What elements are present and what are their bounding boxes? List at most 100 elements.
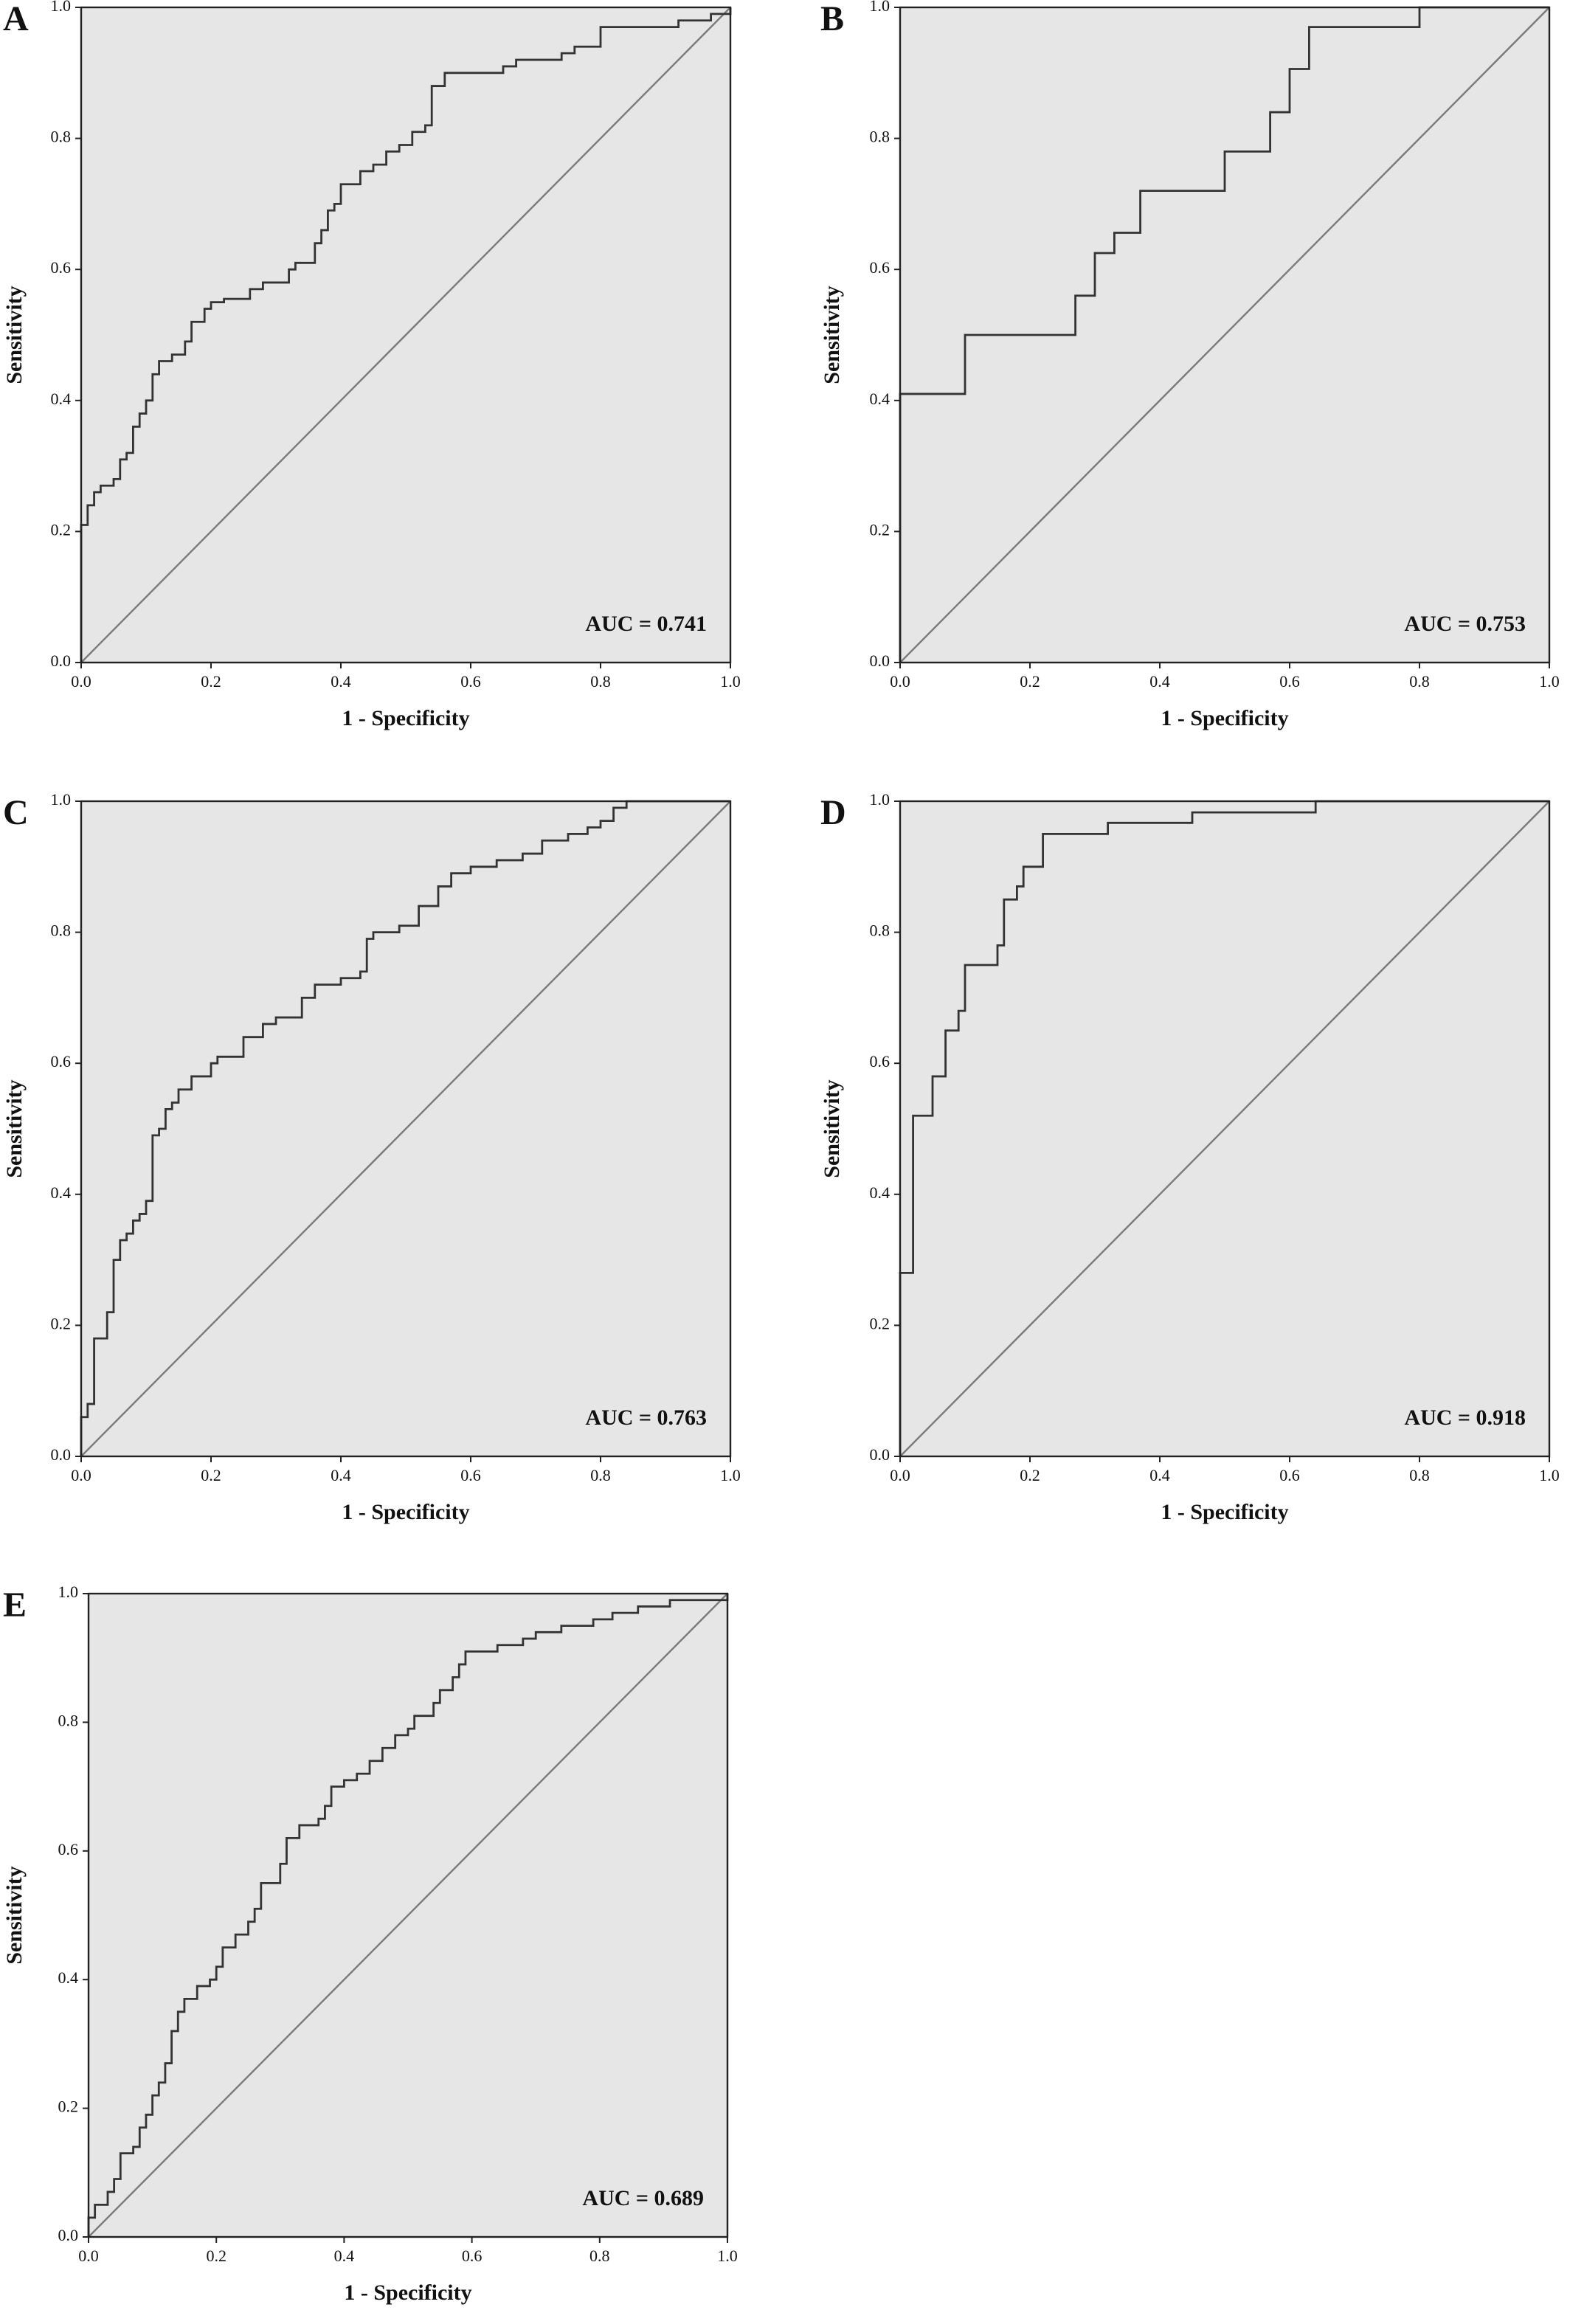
roc-panel: 0.0 0.2 0.4 0.6 0.8 1.0 0.0 0.2 0.4 0.6 0.8 1.0 1 - … — [820, 790, 1560, 1524]
roc-panel: 0.0 0.2 0.4 0.6 0.8 1.0 0.0 0.2 0.4 0.6 0.8 1.0 1 - … — [820, 0, 1560, 730]
plot-frame — [80, 800, 732, 1458]
auc-annotation: AUC = 0.753 — [1404, 612, 1526, 636]
x-tick-label: 0.8 — [1409, 1466, 1430, 1484]
y-axis-label: Sensitivity — [820, 286, 844, 384]
y-tick-label: 0.6 — [51, 258, 72, 277]
x-tick-label: 1.0 — [717, 2247, 738, 2265]
y-axis-label: Sensitivity — [2, 286, 27, 384]
plot-frame — [899, 6, 1551, 664]
y-tick-label: 1.0 — [870, 0, 891, 15]
x-axis-label: 1 - Specificity — [344, 2280, 471, 2305]
x-tick-label: 0.8 — [590, 672, 611, 691]
x-tick-label: 0.0 — [71, 672, 91, 691]
roc-curve — [80, 7, 732, 663]
y-tick-label: 0.2 — [51, 1314, 72, 1332]
x-tick-label: 1.0 — [1539, 1466, 1560, 1484]
y-tick-label: 0.6 — [870, 258, 891, 277]
auc-annotation: AUC = 0.763 — [585, 1405, 707, 1430]
y-tick-label: 0.2 — [870, 1314, 891, 1332]
panel-label: C — [3, 793, 29, 832]
x-tick-label: 0.6 — [462, 2247, 483, 2265]
x-tick-label: 0.8 — [590, 1466, 611, 1484]
y-tick-label: 0.0 — [870, 651, 891, 670]
panel-label: D — [820, 793, 846, 832]
x-tick-label: 0.2 — [206, 2247, 226, 2265]
x-axis-label: 1 - Specificity — [342, 1500, 469, 1524]
x-tick-label: 0.4 — [1149, 1466, 1170, 1484]
x-tick-label: 0.2 — [201, 672, 221, 691]
plot-frame — [899, 800, 1551, 1458]
x-tick-label: 1.0 — [720, 1466, 741, 1484]
plot-frame — [80, 6, 732, 664]
panel-label: A — [3, 0, 29, 38]
y-tick-label: 0.2 — [58, 2098, 79, 2116]
y-tick-label: 0.4 — [58, 1968, 79, 1987]
y-tick-label: 0.8 — [870, 921, 891, 940]
y-tick-label: 0.4 — [51, 1183, 72, 1202]
x-tick-label: 1.0 — [720, 672, 741, 691]
y-tick-label: 0.8 — [51, 921, 72, 940]
x-tick-label: 0.8 — [1409, 672, 1430, 691]
y-tick-label: 0.8 — [870, 128, 891, 146]
x-tick-label: 0.2 — [201, 1466, 221, 1484]
roc-panel: 0.0 0.2 0.4 0.6 0.8 1.0 0.0 0.2 0.4 0.6 0.8 1.0 1 - … — [2, 790, 741, 1524]
y-tick-label: 0.8 — [51, 128, 72, 146]
y-tick-label: 0.0 — [58, 2226, 79, 2244]
x-tick-label: 0.4 — [1149, 672, 1170, 691]
reference-diagonal — [899, 800, 1550, 1457]
reference-diagonal — [80, 7, 731, 663]
auc-annotation: AUC = 0.918 — [1404, 1405, 1526, 1430]
y-tick-label: 0.8 — [58, 1711, 79, 1729]
y-tick-label: 1.0 — [58, 1583, 79, 1601]
x-axis-label: 1 - Specificity — [1161, 1500, 1288, 1524]
y-tick-label: 0.6 — [58, 1840, 79, 1858]
plot-frame — [87, 1592, 729, 2238]
roc-curve — [80, 800, 730, 1456]
y-axis-label: Sensitivity — [2, 1079, 27, 1177]
y-tick-label: 0.0 — [51, 651, 72, 670]
reference-diagonal — [899, 7, 1550, 663]
x-tick-label: 1.0 — [1539, 672, 1560, 691]
x-tick-label: 0.0 — [71, 1466, 91, 1484]
panel-label: E — [3, 1585, 27, 1625]
x-tick-label: 0.6 — [1279, 672, 1300, 691]
reference-diagonal — [80, 800, 731, 1457]
y-tick-label: 0.2 — [51, 520, 72, 539]
roc-panel: 0.0 0.2 0.4 0.6 0.8 1.0 0.0 0.2 0.4 0.6 0.8 1.0 1 - … — [2, 0, 741, 730]
panel-label: B — [820, 0, 844, 38]
y-tick-label: 1.0 — [51, 0, 72, 15]
roc-curve — [899, 6, 1549, 663]
x-tick-label: 0.2 — [1020, 1466, 1040, 1484]
x-tick-label: 0.2 — [1020, 672, 1040, 691]
x-tick-label: 0.0 — [890, 1466, 910, 1484]
auc-annotation: AUC = 0.689 — [582, 2186, 704, 2210]
x-tick-label: 0.0 — [78, 2247, 99, 2265]
reference-diagonal — [88, 1593, 728, 2238]
x-tick-label: 0.8 — [589, 2247, 610, 2265]
y-tick-label: 0.2 — [870, 520, 891, 539]
x-tick-label: 0.0 — [890, 672, 910, 691]
y-tick-label: 0.6 — [51, 1052, 72, 1071]
x-tick-label: 0.4 — [331, 672, 351, 691]
roc-panel: 0.0 0.2 0.4 0.6 0.8 1.0 0.0 0.2 0.4 0.6 0.8 1.0 1 - … — [2, 1583, 738, 2305]
y-axis-label: Sensitivity — [820, 1079, 844, 1177]
x-tick-label: 0.4 — [334, 2247, 355, 2265]
roc-curve — [899, 800, 1549, 1456]
y-tick-label: 0.0 — [51, 1445, 72, 1464]
y-tick-label: 1.0 — [870, 790, 891, 809]
y-axis-label: Sensitivity — [2, 1866, 27, 1964]
y-tick-label: 0.4 — [870, 1183, 891, 1202]
y-tick-label: 0.4 — [870, 390, 891, 408]
y-tick-label: 0.4 — [51, 390, 72, 408]
x-tick-label: 0.6 — [460, 1466, 481, 1484]
x-tick-label: 0.6 — [460, 672, 481, 691]
y-tick-label: 1.0 — [51, 790, 72, 809]
x-axis-label: 1 - Specificity — [342, 706, 469, 730]
y-tick-label: 0.0 — [870, 1445, 891, 1464]
roc-curve — [87, 1594, 729, 2237]
x-tick-label: 0.4 — [331, 1466, 351, 1484]
auc-annotation: AUC = 0.741 — [585, 612, 707, 636]
x-tick-label: 0.6 — [1279, 1466, 1300, 1484]
